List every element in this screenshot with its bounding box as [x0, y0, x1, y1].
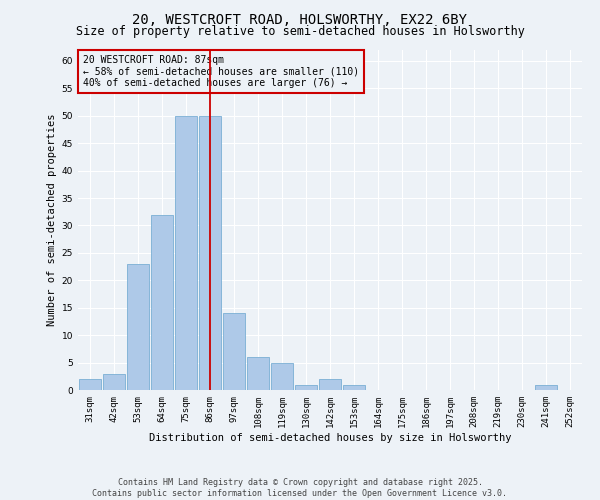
Bar: [103, 374, 125, 390]
Bar: [175, 116, 197, 390]
Bar: [343, 384, 365, 390]
Text: Contains HM Land Registry data © Crown copyright and database right 2025.
Contai: Contains HM Land Registry data © Crown c…: [92, 478, 508, 498]
Text: 20 WESTCROFT ROAD: 87sqm
← 58% of semi-detached houses are smaller (110)
40% of : 20 WESTCROFT ROAD: 87sqm ← 58% of semi-d…: [83, 55, 359, 88]
Bar: [535, 384, 557, 390]
Bar: [151, 214, 173, 390]
Bar: [127, 264, 149, 390]
Y-axis label: Number of semi-detached properties: Number of semi-detached properties: [47, 114, 58, 326]
X-axis label: Distribution of semi-detached houses by size in Holsworthy: Distribution of semi-detached houses by …: [149, 432, 511, 442]
Bar: [247, 357, 269, 390]
Bar: [295, 384, 317, 390]
Text: Size of property relative to semi-detached houses in Holsworthy: Size of property relative to semi-detach…: [76, 25, 524, 38]
Bar: [199, 116, 221, 390]
Bar: [319, 379, 341, 390]
Bar: [79, 379, 101, 390]
Text: 20, WESTCROFT ROAD, HOLSWORTHY, EX22 6BY: 20, WESTCROFT ROAD, HOLSWORTHY, EX22 6BY: [133, 12, 467, 26]
Bar: [223, 313, 245, 390]
Bar: [271, 362, 293, 390]
